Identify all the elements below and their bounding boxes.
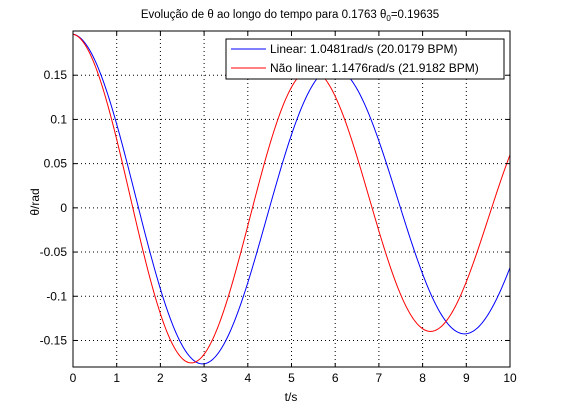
x-tick-label: 10 (503, 371, 517, 385)
series-layer (73, 33, 510, 365)
legend-label-linear: Linear: 1.0481rad/s (20.0179 BPM) (270, 42, 457, 56)
y-axis-label: θ/rad (28, 188, 42, 215)
chart-title: Evolução de θ ao longo do tempo para 0.1… (141, 9, 439, 23)
series-line-linear (73, 33, 510, 365)
x-tick-label: 8 (419, 371, 426, 385)
legend: Linear: 1.0481rad/s (20.0179 BPM) Não li… (225, 38, 505, 80)
x-tick-label: 3 (201, 371, 208, 385)
series-line-nonlinear (73, 33, 510, 364)
x-tick-label: 5 (288, 371, 295, 385)
x-tick-label: 4 (244, 371, 251, 385)
x-tick-label: 7 (376, 371, 383, 385)
ticks: 0 1 2 3 4 5 6 7 8 9 10 -0.15 -0.1 -0.05 0 0.05 0.1 0.15 (40, 31, 517, 385)
x-tick-label: 2 (157, 371, 164, 385)
x-tick-label: 0 (70, 371, 77, 385)
y-tick-label: 0.1 (50, 112, 67, 126)
x-axis-label: t/s (285, 390, 298, 404)
x-tick-label: 6 (332, 371, 339, 385)
y-tick-label: -0.15 (40, 333, 68, 347)
y-tick-label: 0.15 (44, 68, 68, 82)
legend-box (225, 38, 505, 80)
y-tick-label: -0.1 (46, 289, 67, 303)
x-tick-label: 9 (463, 371, 470, 385)
y-tick-label: 0 (60, 201, 67, 215)
legend-label-nonlinear: Não linear: 1.1476rad/s (21.9182 BPM) (270, 61, 479, 75)
y-tick-label: -0.05 (40, 245, 68, 259)
y-tick-label: 0.05 (44, 157, 68, 171)
x-tick-label: 1 (113, 371, 120, 385)
